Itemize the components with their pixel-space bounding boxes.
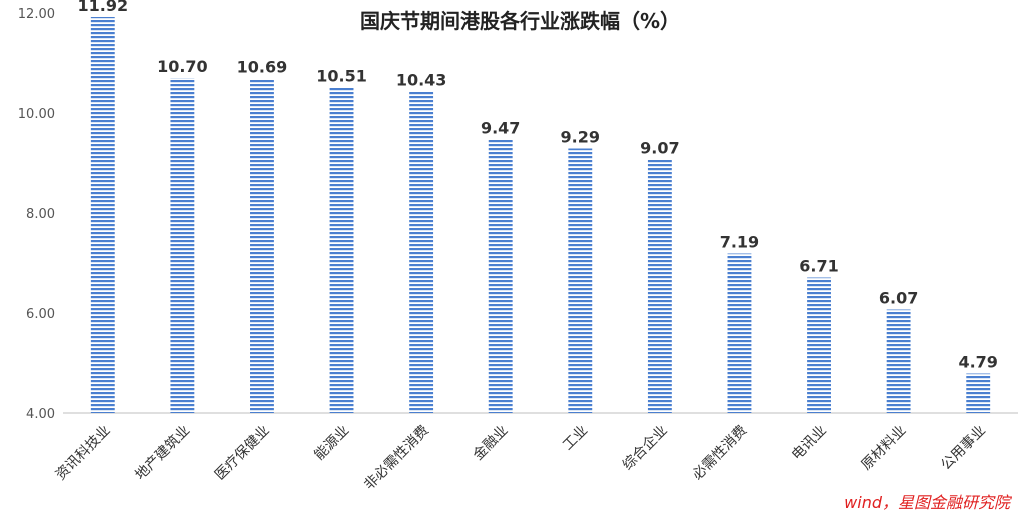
data-label: 9.07 <box>640 139 679 158</box>
bar <box>966 373 991 413</box>
bar <box>647 159 672 413</box>
chart-title: 国庆节期间港股各行业涨跌幅（%） <box>360 9 680 33</box>
bar <box>807 277 831 413</box>
x-axis-tick-label: 医疗保健业 <box>212 423 273 484</box>
data-label: 10.69 <box>237 58 288 77</box>
bar <box>568 148 593 413</box>
x-axis-tick-label: 资讯科技业 <box>53 423 114 484</box>
data-label: 9.29 <box>561 128 600 147</box>
y-axis-tick-label: 10.00 <box>18 107 55 122</box>
bar <box>727 253 752 413</box>
x-axis-tick-label: 工业 <box>560 423 591 454</box>
bar <box>886 309 911 413</box>
bar <box>329 87 354 413</box>
data-label: 10.51 <box>316 67 367 86</box>
data-label: 7.19 <box>720 233 759 252</box>
data-label: 6.07 <box>879 289 918 308</box>
data-labels: 11.92 10.70 10.69 10.51 10.43 9.47 9.29 9.07 7.1… <box>77 0 997 372</box>
data-label: 10.43 <box>396 71 447 90</box>
bar <box>409 91 434 413</box>
x-axis-tick-label: 公用事业 <box>938 423 989 474</box>
x-axis-tick-label: 非必需性消费 <box>361 423 432 494</box>
bar <box>488 139 513 413</box>
bar <box>170 78 195 413</box>
y-axis-tick-label: 4.00 <box>26 407 55 422</box>
x-axis-tick-label: 原材料业 <box>859 423 910 474</box>
data-label: 11.92 <box>77 0 128 15</box>
data-label: 10.70 <box>157 57 208 76</box>
x-axis-tick-label: 金融业 <box>471 423 512 464</box>
bars <box>90 17 991 413</box>
y-axis-tick-label: 6.00 <box>26 307 55 322</box>
data-label: 9.47 <box>481 119 520 138</box>
x-axis-tick-label: 电讯业 <box>789 423 830 464</box>
bar <box>250 78 274 413</box>
x-axis-tick-label: 必需性消费 <box>689 423 750 484</box>
y-axis-tick-label: 12.00 <box>18 7 55 22</box>
x-axis-tick-label: 地产建筑业 <box>132 423 193 484</box>
axes: 4.00 6.00 8.00 10.00 12.00 <box>18 7 1018 422</box>
data-label: 4.79 <box>958 353 997 372</box>
y-axis-tick-label: 8.00 <box>26 207 55 222</box>
bar <box>90 17 115 413</box>
x-axis-tick-labels: 资讯科技业 地产建筑业 医疗保健业 能源业 非必需性消费 金融业 工业 综合企业 必需性消费 电讯… <box>53 422 989 493</box>
x-axis-tick-label: 能源业 <box>311 423 352 464</box>
data-label: 6.71 <box>799 257 838 276</box>
x-axis-tick-label: 综合企业 <box>619 422 671 474</box>
source-note: wind，星图金融研究院 <box>844 493 1013 512</box>
